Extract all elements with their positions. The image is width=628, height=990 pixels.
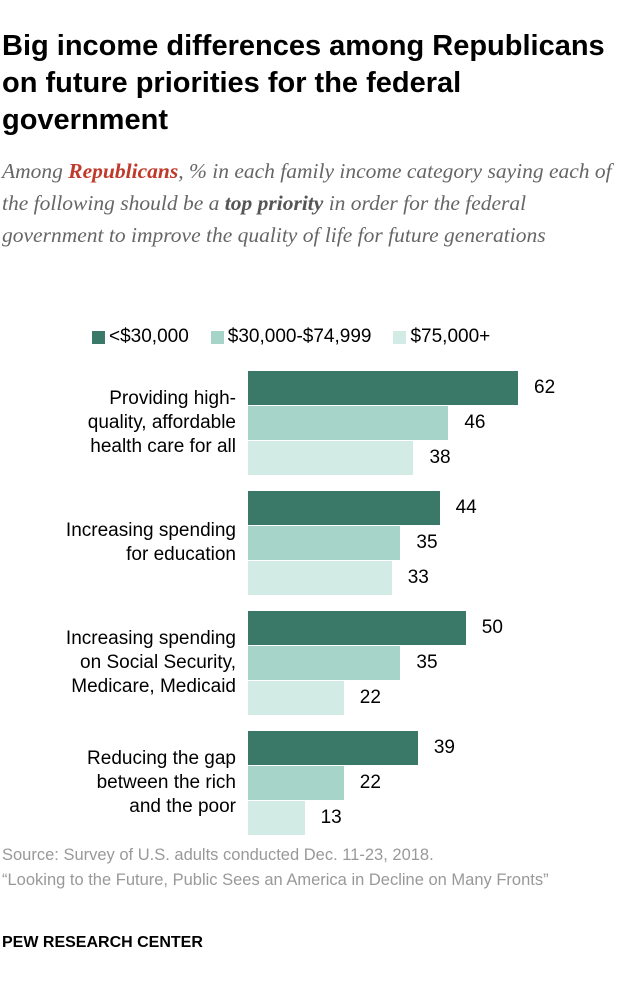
category-label-line: health care for all <box>90 436 236 457</box>
category-label: Providing high-quality, affordable health… <box>4 387 236 459</box>
subtitle-bold: top priority <box>224 191 324 215</box>
subtitle-highlight: Republicans <box>68 159 179 183</box>
bar <box>248 526 401 560</box>
bar <box>248 646 401 680</box>
chart-subtitle: Among Republicans, % in each family inco… <box>2 155 622 251</box>
bar <box>248 801 305 835</box>
bar <box>248 611 466 645</box>
bar <box>248 406 449 440</box>
subtitle-pre: Among <box>2 159 69 183</box>
data-label: 50 <box>481 617 503 638</box>
data-label: 62 <box>534 377 556 398</box>
source-text: Source: Survey of U.S. adults conducted … <box>2 846 434 864</box>
data-label: 13 <box>320 807 342 828</box>
category-label: Reducing the gap between the rich and the … <box>4 747 236 819</box>
bar <box>248 731 418 765</box>
category-label-line: quality, affordable <box>87 412 236 433</box>
data-label: 44 <box>455 497 477 518</box>
legend: <$30,000 $30,000-$74,999 $75,000+ <box>92 326 622 348</box>
category-label-line: and the poor <box>129 796 236 817</box>
data-label: 38 <box>429 447 451 468</box>
org-logo-text: PEW RESEARCH CENTER <box>2 934 203 951</box>
subtitle-mid: , % in each family income category sayin… <box>2 159 612 215</box>
legend-item: $30,000-$74,999 <box>210 326 372 348</box>
category-label-line: Medicare, Medicaid <box>71 676 236 697</box>
data-label: 46 <box>464 412 486 433</box>
category-label-line: Increasing spending <box>65 520 236 541</box>
bar <box>248 561 392 595</box>
bar <box>248 681 344 715</box>
category-label-line: Reducing the gap <box>87 748 236 769</box>
subtitle-post: in order for the federal government to i… <box>2 191 546 247</box>
category-label-line: for education <box>126 544 236 565</box>
legend-label: $75,000+ <box>410 326 491 347</box>
legend-label: $30,000-$74,999 <box>227 326 372 347</box>
data-label: 39 <box>433 737 455 758</box>
data-label: 22 <box>359 687 381 708</box>
legend-item: $75,000+ <box>393 326 490 348</box>
bar <box>248 441 414 475</box>
data-label: 35 <box>416 532 438 553</box>
bar <box>248 371 518 405</box>
data-label: 33 <box>407 567 429 588</box>
category-label-line: on Social Security, <box>80 652 236 673</box>
report-title: “Looking to the Future, Public Sees an A… <box>2 871 549 889</box>
legend-swatch <box>393 330 407 344</box>
bar <box>248 766 344 800</box>
data-label: 35 <box>416 652 438 673</box>
legend-label: <$30,000 <box>109 326 189 347</box>
legend-swatch <box>210 330 224 344</box>
category-label: Increasing spending on Social Security, Me… <box>4 627 236 699</box>
category-label-line: Increasing spending <box>65 628 236 649</box>
data-label: 22 <box>359 772 381 793</box>
chart-title: Big income differences among Republicans… <box>2 30 605 136</box>
category-label-line: between the rich <box>96 772 236 793</box>
legend-swatch <box>92 330 105 344</box>
legend-item: <$30,000 <box>92 326 189 348</box>
source-note: Source: Survey of U.S. adults conducted … <box>2 843 620 893</box>
bar <box>248 491 440 525</box>
category-label-line: Providing high- <box>109 388 236 409</box>
category-label: Increasing spending for education <box>4 519 236 567</box>
